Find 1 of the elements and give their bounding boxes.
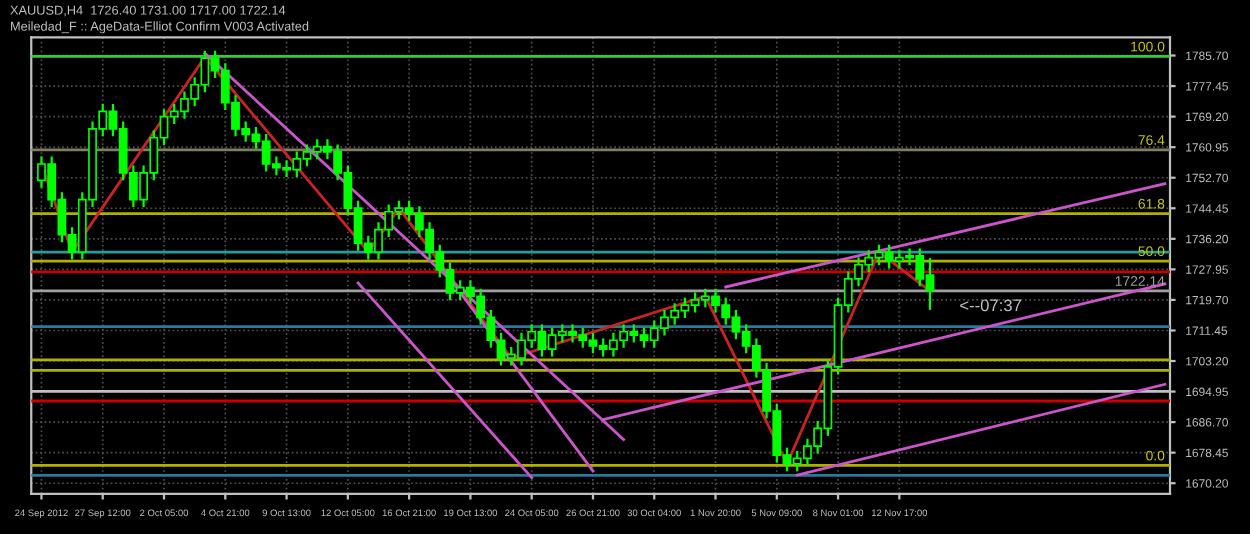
annotation: <--07:37 bbox=[960, 299, 1022, 312]
